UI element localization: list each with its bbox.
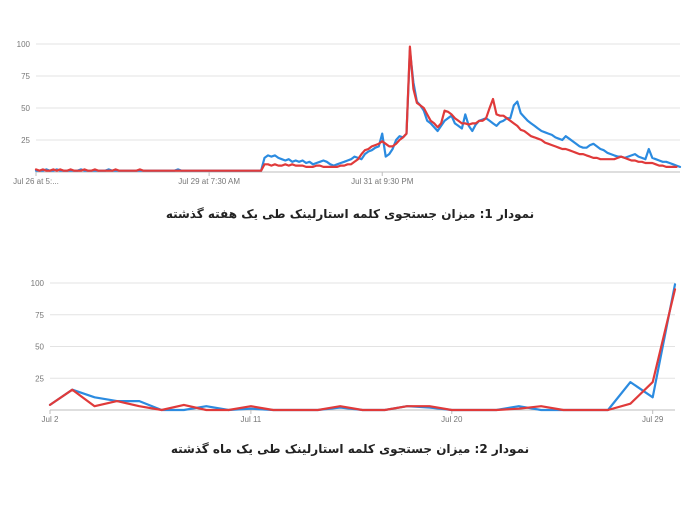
chart2-caption: نمودار 2: میزان جستجوی کلمه استارلینک طی… xyxy=(170,442,530,456)
series-line-2 xyxy=(48,288,677,412)
series-line-2 xyxy=(34,45,678,172)
y-tick-label: 100 xyxy=(31,279,45,288)
x-tick-label: Jul 20 xyxy=(441,415,463,424)
y-tick-label: 50 xyxy=(21,104,30,113)
x-tick-label: Jul 31 at 9:30 PM xyxy=(351,177,414,186)
chart-monthly: 25 50 75 100 Jul 2 Jul 11 Jul 20 Jul 29 xyxy=(31,279,677,424)
y-tick-label: 100 xyxy=(17,40,31,49)
y-tick-label: 25 xyxy=(21,136,30,145)
x-tick-label: Jul 2 xyxy=(42,415,59,424)
x-tick-label: Jul 26 at 5:... xyxy=(13,177,59,186)
chart1-caption: نمودار 1: میزان جستجوی کلمه استارلینک طی… xyxy=(165,207,535,221)
y-tick-label: 50 xyxy=(35,343,44,352)
series-line-1 xyxy=(48,283,677,412)
x-tick-label: Jul 11 xyxy=(241,415,262,424)
x-tick-label: Jul 29 xyxy=(642,415,664,424)
chart-weekly: 25 50 75 100 Jul 26 at 5:... Jul 29 at 7:30 A… xyxy=(13,40,682,186)
y-tick-label: 25 xyxy=(35,374,44,383)
series-line-1 xyxy=(34,49,682,172)
y-tick-label: 75 xyxy=(35,311,44,320)
y-tick-label: 75 xyxy=(21,72,30,81)
x-tick-label: Jul 29 at 7:30 AM xyxy=(178,177,240,186)
